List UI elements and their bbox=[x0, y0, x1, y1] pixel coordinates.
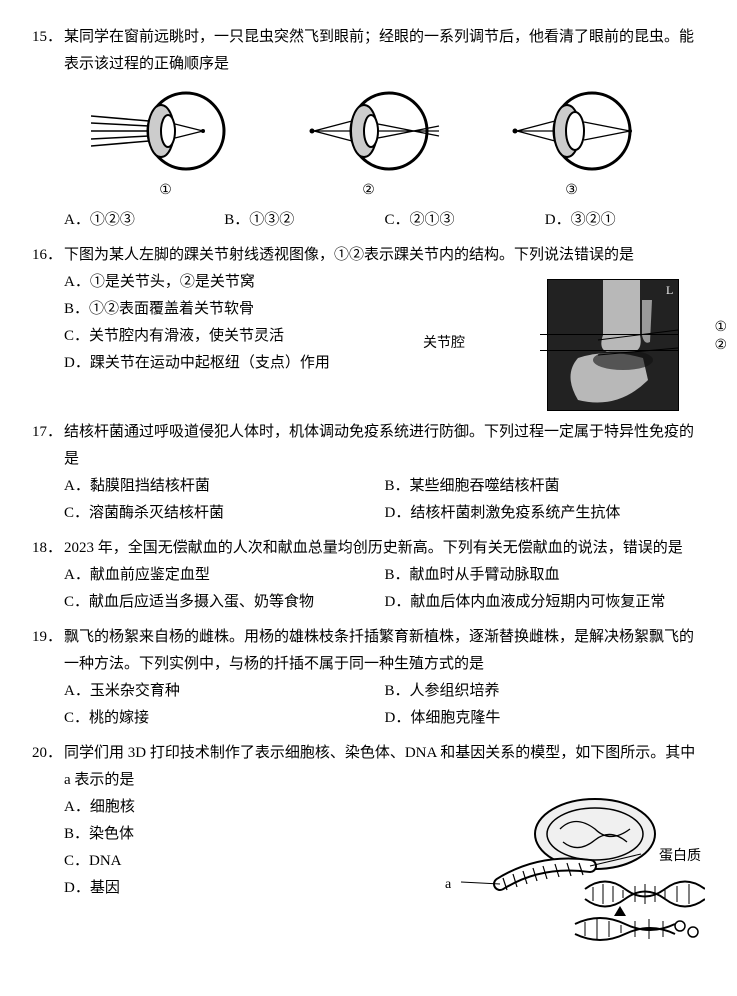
q15-diagrams: ① ② bbox=[32, 78, 705, 207]
q16-text: 下图为某人左脚的踝关节射线透视图像，①②表示踝关节内的结构。下列说法错误的是 bbox=[64, 242, 705, 269]
q15-number: 15． bbox=[32, 24, 64, 78]
cell-model-svg bbox=[445, 794, 705, 954]
eye-svg-1 bbox=[91, 86, 241, 176]
q15-options: A．①②③ B．①③② C．②①③ D．③②① bbox=[32, 207, 705, 234]
eye-diagram-3: ③ bbox=[497, 86, 647, 203]
question-16: 16． 下图为某人左脚的踝关节射线透视图像，①②表示踝关节内的结构。下列说法错误… bbox=[32, 242, 705, 411]
q17-text: 结核杆菌通过呼吸道侵犯人体时，机体调动免疫系统进行防御。下列过程一定属于特异性免… bbox=[64, 419, 705, 473]
eye-diagram-1: ① bbox=[91, 86, 241, 203]
label-a: a bbox=[445, 872, 451, 897]
eye-label-1: ① bbox=[159, 178, 172, 203]
q20-opt-a: A．细胞核 bbox=[64, 794, 445, 821]
q15-opt-a: A．①②③ bbox=[64, 207, 224, 234]
q16-options: A．①是关节头，②是关节窝 B．①②表面覆盖着关节软骨 C．关节腔内有滑液，使关… bbox=[32, 269, 485, 377]
q20-options: A．细胞核 B．染色体 C．DNA D．基因 bbox=[32, 794, 445, 902]
joint-cavity-label: 关节腔 bbox=[423, 331, 465, 356]
q16-number: 16． bbox=[32, 242, 64, 269]
xray-L-label: L bbox=[666, 283, 673, 297]
q19-options: A．玉米杂交育种 B．人参组织培养 C．桃的嫁接 D．体细胞克隆牛 bbox=[32, 678, 705, 732]
q16-xray-figure: 关节腔 L ① ② bbox=[485, 269, 705, 411]
q20-opt-d: D．基因 bbox=[64, 875, 445, 902]
question-17: 17． 结核杆菌通过呼吸道侵犯人体时，机体调动免疫系统进行防御。下列过程一定属于… bbox=[32, 419, 705, 527]
question-20: 20． 同学们用 3D 打印技术制作了表示细胞核、染色体、DNA 和基因关系的模… bbox=[32, 740, 705, 964]
q19-opt-c: C．桃的嫁接 bbox=[64, 705, 385, 732]
xray-marker-2: ② bbox=[714, 333, 727, 358]
q20-figure: a 蛋白质 bbox=[445, 794, 705, 964]
q20-text: 同学们用 3D 打印技术制作了表示细胞核、染色体、DNA 和基因关系的模型，如下… bbox=[64, 740, 705, 794]
q19-text: 飘飞的杨絮来自杨的雌株。用杨的雄株枝条扦插繁育新植株，逐渐替换雌株，是解决杨絮飘… bbox=[64, 624, 705, 678]
q17-opt-d: D．结核杆菌刺激免疫系统产生抗体 bbox=[385, 500, 706, 527]
eye-diagram-2: ② bbox=[294, 86, 444, 203]
q15-stem: 15． 某同学在窗前远眺时，一只昆虫突然飞到眼前；经眼的一系列调节后，他看清了眼… bbox=[32, 24, 705, 78]
q16-opt-a: A．①是关节头，②是关节窝 bbox=[64, 269, 485, 296]
q17-number: 17． bbox=[32, 419, 64, 473]
question-18: 18． 2023 年，全国无偿献血的人次和献血总量均创历史新高。下列有关无偿献血… bbox=[32, 535, 705, 616]
q17-opt-c: C．溶菌酶杀灭结核杆菌 bbox=[64, 500, 385, 527]
eye-svg-3 bbox=[497, 86, 647, 176]
ankle-svg: L bbox=[548, 280, 678, 410]
q19-opt-b: B．人参组织培养 bbox=[385, 678, 706, 705]
q19-stem: 19． 飘飞的杨絮来自杨的雌株。用杨的雄株枝条扦插繁育新植株，逐渐替换雌株，是解… bbox=[32, 624, 705, 678]
q20-number: 20． bbox=[32, 740, 64, 794]
q18-text: 2023 年，全国无偿献血的人次和献血总量均创历史新高。下列有关无偿献血的说法，… bbox=[64, 535, 705, 562]
q17-opt-a: A．黏膜阻挡结核杆菌 bbox=[64, 473, 385, 500]
eye-label-3: ③ bbox=[565, 178, 578, 203]
q18-opt-b: B．献血时从手臂动脉取血 bbox=[385, 562, 706, 589]
q19-opt-d: D．体细胞克隆牛 bbox=[385, 705, 706, 732]
q16-stem: 16． 下图为某人左脚的踝关节射线透视图像，①②表示踝关节内的结构。下列说法错误… bbox=[32, 242, 705, 269]
q15-opt-c: C．②①③ bbox=[385, 207, 545, 234]
q15-opt-b: B．①③② bbox=[224, 207, 384, 234]
eye-svg-2 bbox=[294, 86, 444, 176]
q18-stem: 18． 2023 年，全国无偿献血的人次和献血总量均创历史新高。下列有关无偿献血… bbox=[32, 535, 705, 562]
q20-opt-b: B．染色体 bbox=[64, 821, 445, 848]
question-15: 15． 某同学在窗前远眺时，一只昆虫突然飞到眼前；经眼的一系列调节后，他看清了眼… bbox=[32, 24, 705, 234]
q16-opt-d: D．踝关节在运动中起枢纽（支点）作用 bbox=[64, 350, 485, 377]
q15-opt-d: D．③②① bbox=[545, 207, 705, 234]
q15-text: 某同学在窗前远眺时，一只昆虫突然飞到眼前；经眼的一系列调节后，他看清了眼前的昆虫… bbox=[64, 24, 705, 78]
q18-number: 18． bbox=[32, 535, 64, 562]
q19-opt-a: A．玉米杂交育种 bbox=[64, 678, 385, 705]
q16-opt-b: B．①②表面覆盖着关节软骨 bbox=[64, 296, 485, 323]
q20-opt-c: C．DNA bbox=[64, 848, 445, 875]
q18-opt-a: A．献血前应鉴定血型 bbox=[64, 562, 385, 589]
q18-options: A．献血前应鉴定血型 B．献血时从手臂动脉取血 C．献血后应适当多摄入蛋、奶等食… bbox=[32, 562, 705, 616]
label-protein: 蛋白质 bbox=[659, 844, 701, 869]
q16-opt-c: C．关节腔内有滑液，使关节灵活 bbox=[64, 323, 485, 350]
q18-opt-c: C．献血后应适当多摄入蛋、奶等食物 bbox=[64, 589, 385, 616]
q20-stem: 20． 同学们用 3D 打印技术制作了表示细胞核、染色体、DNA 和基因关系的模… bbox=[32, 740, 705, 794]
ankle-xray: L bbox=[547, 279, 679, 411]
eye-label-2: ② bbox=[362, 178, 375, 203]
q17-opt-b: B．某些细胞吞噬结核杆菌 bbox=[385, 473, 706, 500]
q18-opt-d: D．献血后体内血液成分短期内可恢复正常 bbox=[385, 589, 706, 616]
q17-options: A．黏膜阻挡结核杆菌 B．某些细胞吞噬结核杆菌 C．溶菌酶杀灭结核杆菌 D．结核… bbox=[32, 473, 705, 527]
question-19: 19． 飘飞的杨絮来自杨的雌株。用杨的雄株枝条扦插繁育新植株，逐渐替换雌株，是解… bbox=[32, 624, 705, 732]
q19-number: 19． bbox=[32, 624, 64, 678]
q17-stem: 17． 结核杆菌通过呼吸道侵犯人体时，机体调动免疫系统进行防御。下列过程一定属于… bbox=[32, 419, 705, 473]
